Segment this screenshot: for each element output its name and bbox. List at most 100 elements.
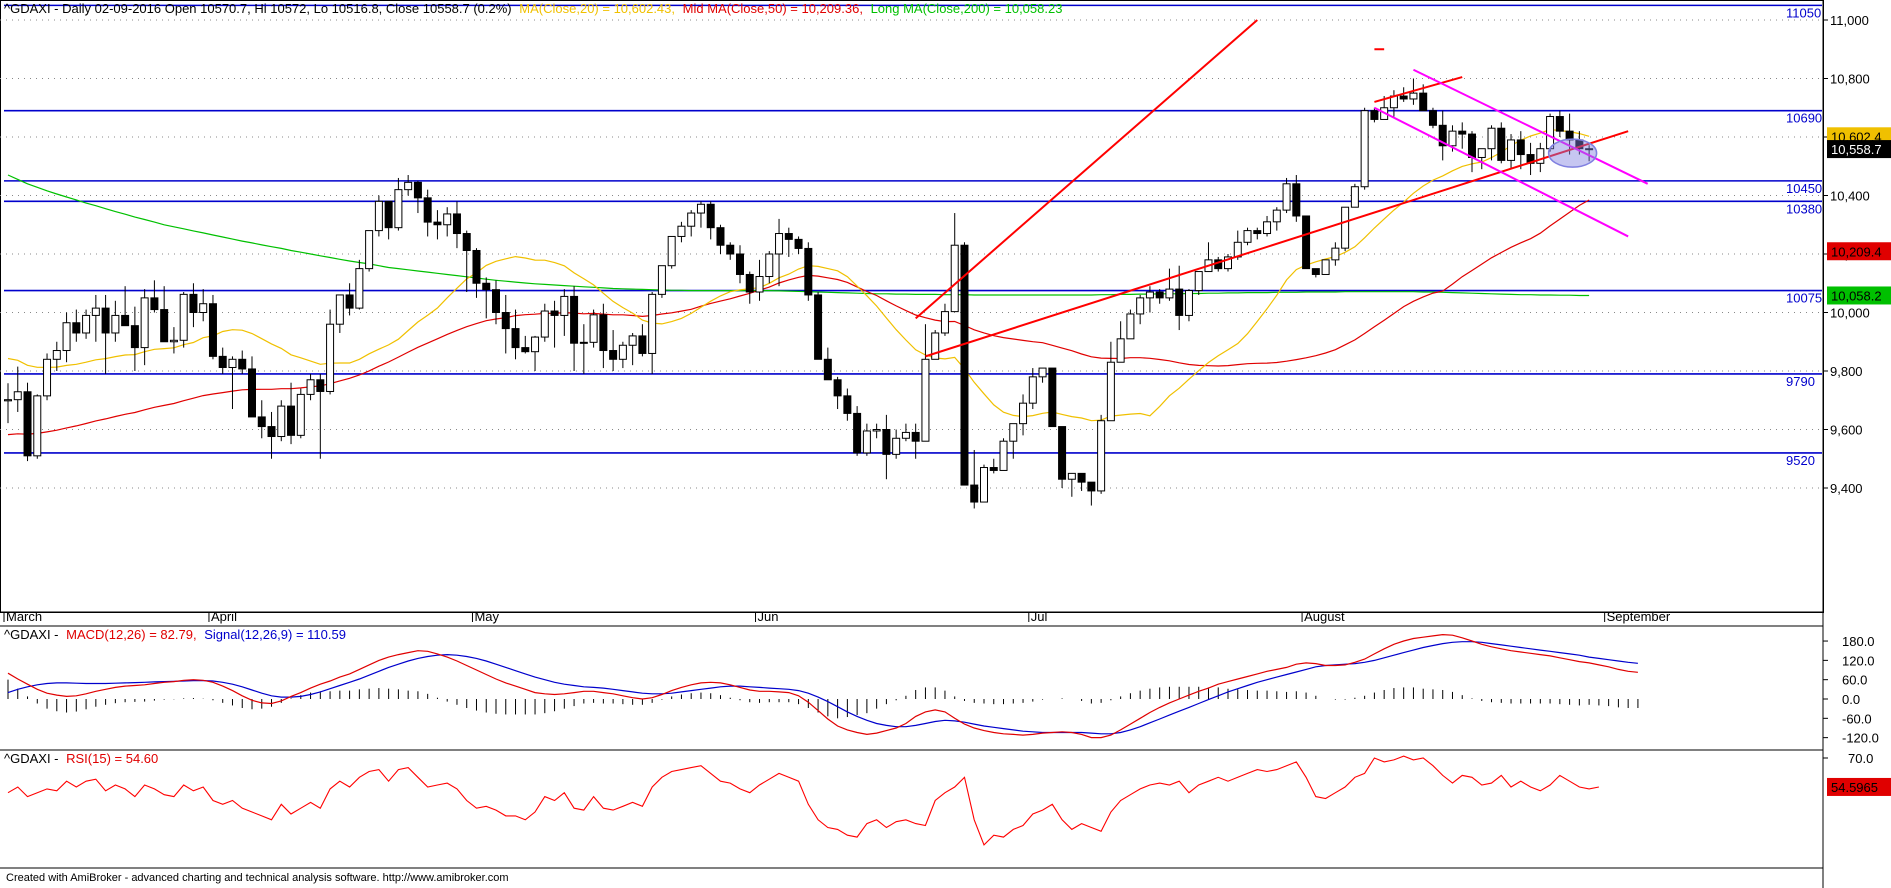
support-resistance-lines: 11050 10690 10450 10380 10075 9790 9520: [4, 4, 1822, 468]
candle-up: [1536, 148, 1545, 164]
candle-up: [1184, 290, 1193, 316]
candle-up: [326, 323, 335, 392]
candle-up: [1009, 423, 1018, 442]
candle-up: [1350, 186, 1359, 208]
candle-up: [33, 395, 42, 457]
candle-down: [1497, 127, 1506, 161]
candle-down: [726, 244, 735, 255]
candle-up: [667, 235, 676, 267]
candle-down: [1155, 291, 1164, 299]
candle-down: [1253, 230, 1262, 235]
rsi-value-tag-bg: [1827, 777, 1891, 796]
candle-down: [1419, 92, 1428, 112]
value-tag-bg: [1827, 242, 1891, 261]
signal-line: [7, 641, 1638, 735]
level-label: 11050: [1786, 5, 1821, 20]
candle-up: [335, 294, 344, 325]
candle-down: [384, 200, 393, 229]
candle-up: [1282, 183, 1291, 211]
candle-up: [140, 297, 149, 349]
level-label: 10450: [1786, 181, 1822, 196]
candle-down: [423, 197, 432, 223]
candle-up: [1067, 472, 1076, 480]
value-tag-label: 10,558.7: [1831, 142, 1882, 157]
rsi-line: [7, 755, 1600, 846]
candle-down: [570, 295, 579, 344]
candle-down: [745, 273, 754, 293]
candle-up: [306, 379, 315, 395]
candle-up: [589, 314, 598, 343]
candle-up: [4, 399, 12, 402]
candle-up: [1194, 271, 1203, 292]
candle-up: [765, 253, 774, 278]
rsi-tick-label: 70.0: [1848, 751, 1873, 766]
moving-averages: [7, 128, 1590, 436]
candle-up: [755, 276, 764, 293]
candle-up: [1116, 338, 1125, 363]
candle-up: [52, 350, 61, 360]
candle-down: [843, 395, 852, 414]
candle-down: [853, 412, 862, 454]
candle-up: [1224, 256, 1232, 270]
candle-up: [296, 393, 305, 436]
macd-tick-label: -120.0: [1842, 731, 1879, 746]
value-tag-bg: [1827, 286, 1891, 305]
macd-panel: 180.0 120.0 60.0 0.0 -60.0 -120.0: [7, 633, 1879, 746]
candle-down: [238, 358, 247, 370]
highlight-ellipse: [1547, 138, 1598, 168]
candle-down: [1292, 183, 1301, 217]
level-label: 10690: [1786, 111, 1822, 126]
footer-credit: Created with AmiBroker - advanced charti…: [6, 872, 509, 884]
rsi-header-value: RSI(15) = 54.60: [66, 751, 158, 766]
month-label: March: [6, 609, 42, 624]
candle-down: [218, 355, 227, 368]
candle-up: [13, 391, 22, 401]
candle-up: [199, 303, 208, 314]
candle-up: [940, 311, 949, 334]
candle-down: [1302, 215, 1311, 270]
candle-up: [169, 339, 178, 343]
value-tag-label: 10,058.2: [1831, 288, 1882, 303]
candle-up: [540, 310, 549, 338]
candle-down: [1048, 367, 1057, 428]
candle-down: [609, 350, 618, 360]
level-label: 10075: [1786, 291, 1822, 306]
candle-down: [1311, 268, 1320, 275]
candle-up: [560, 295, 569, 316]
candle-up: [1028, 376, 1037, 404]
candle-down: [101, 307, 110, 334]
y-tick-label: 10,000: [1830, 306, 1870, 321]
candle-up: [618, 344, 627, 360]
candle-down: [1516, 139, 1525, 156]
macd-tick-label: 180.0: [1842, 634, 1875, 649]
macd-line: [7, 633, 1638, 739]
candle-down: [989, 467, 998, 471]
channel-upper-extension: [1374, 76, 1463, 103]
candle-up: [901, 431, 910, 439]
ma20-line: [7, 128, 1590, 422]
price-header-symbol: ^GDAXI - Daily 02-09-2016 Open 10570.7, …: [4, 1, 512, 16]
candle-up: [648, 293, 657, 354]
candle-down: [550, 310, 559, 316]
candles: [4, 78, 1594, 509]
candle-up: [1448, 130, 1457, 147]
candle-down: [716, 227, 725, 246]
candle-up: [696, 203, 705, 214]
candle-up: [687, 212, 696, 227]
downtrend-upper-line: [1413, 68, 1649, 185]
month-label: April: [211, 609, 237, 624]
candle-up: [1097, 420, 1106, 492]
candle-up: [1546, 116, 1555, 150]
candle-up: [404, 181, 413, 191]
candle-down: [511, 328, 520, 349]
candle-down: [267, 426, 276, 438]
candle-up: [1477, 148, 1486, 158]
month-label: August: [1304, 609, 1345, 624]
rsi-panel: 70.0 54.5965: [7, 751, 1891, 846]
candle-down: [257, 416, 266, 428]
candle-down: [189, 293, 198, 313]
candle-up: [365, 230, 374, 270]
candle-down: [1585, 148, 1594, 151]
candle-up: [677, 225, 686, 237]
